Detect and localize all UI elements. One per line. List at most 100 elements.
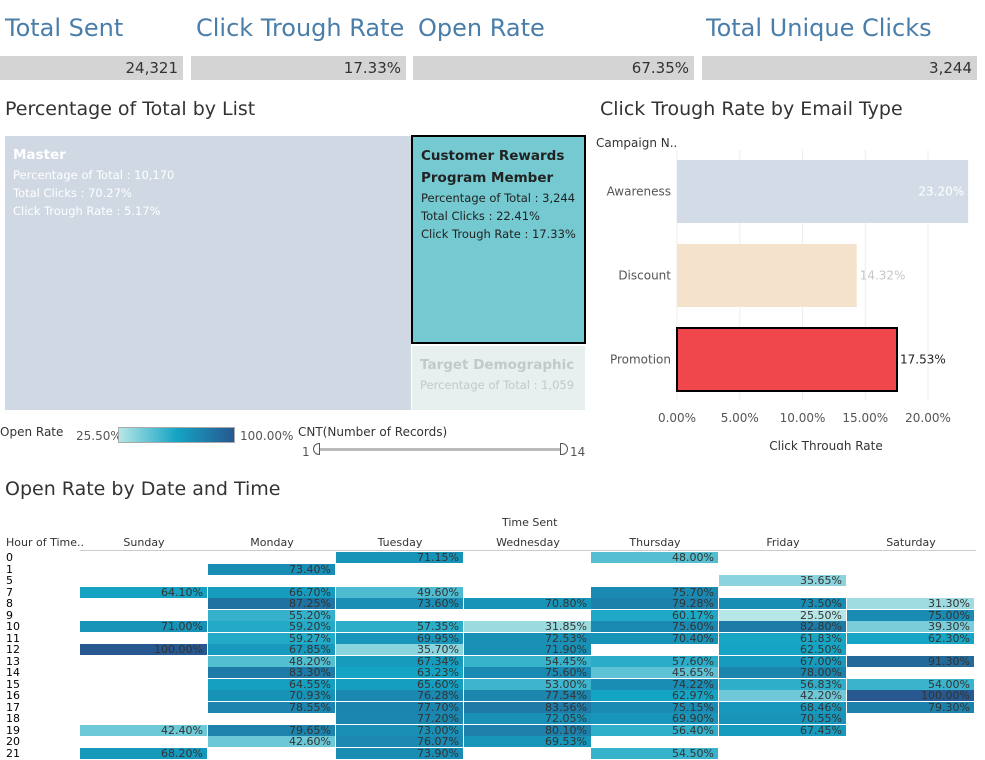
heatmap-cell[interactable]: 79.30% [847,701,974,713]
heatmap-cell[interactable]: 62.30% [847,632,974,644]
tile-line: Percentage of Total : 3,244 [421,191,576,205]
heatmap-cell[interactable]: 67.34% [336,655,463,667]
heatmap-cell[interactable]: 73.50% [719,598,846,609]
heatmap-cell[interactable]: 82.80% [719,621,846,632]
heatmap-cell[interactable]: 73.00% [336,724,463,736]
heatmap-cell[interactable]: 42.60% [208,736,335,747]
heatmap-cell[interactable]: 71.90% [464,644,591,655]
heatmap-cell[interactable]: 77.20% [336,713,463,724]
hour-label: 8 [6,597,13,610]
treemap-tile-master[interactable]: Master Percentage of Total : 10,170 Tota… [5,136,411,410]
heatmap-cell[interactable]: 75.00% [847,609,974,621]
heatmap-cell[interactable]: 59.20% [208,621,335,632]
heatmap-cell[interactable]: 72.05% [464,713,591,724]
heatmap-cell[interactable]: 100.00% [847,690,974,701]
heatmap-cell[interactable]: 54.45% [464,655,591,667]
heatmap-cell[interactable]: 61.83% [719,632,846,644]
hour-label: 19 [6,723,20,737]
heatmap-cell[interactable]: 79.65% [208,724,335,736]
heatmap-cell[interactable]: 57.60% [591,655,718,667]
heatmap-cell[interactable]: 53.00% [464,678,591,690]
heatmap-cell[interactable]: 49.60% [336,586,463,598]
heatmap-cell[interactable]: 87.25% [208,598,335,609]
heatmap-cell[interactable]: 39.30% [847,621,974,632]
heatmap-cell[interactable]: 65.60% [336,678,463,690]
hour-label: 21 [6,746,20,760]
heatmap-cell[interactable]: 68.46% [719,701,846,713]
heatmap-cell[interactable]: 73.90% [336,747,463,759]
heatmap-cell[interactable]: 75.15% [591,701,718,713]
heatmap-cell[interactable]: 68.20% [80,747,207,759]
heatmap-cell[interactable]: 75.70% [591,586,718,598]
heatmap-cell[interactable]: 31.30% [847,598,974,609]
heatmap-cell[interactable]: 77.54% [464,690,591,701]
heatmap-cell[interactable]: 91.30% [847,655,974,667]
heatmap-cell[interactable]: 80.10% [464,724,591,736]
heatmap-cell[interactable]: 56.40% [591,724,718,736]
heatmap-cell[interactable]: 70.80% [464,598,591,609]
heatmap-cell[interactable]: 100.00% [80,644,207,655]
category-label: Promotion [610,353,671,367]
heatmap-cell[interactable]: 70.93% [208,690,335,701]
heatmap-cell[interactable]: 77.70% [336,701,463,713]
hour-label: 0 [6,551,13,564]
day-header-thursday: Thursday [629,536,681,549]
heatmap-cell[interactable]: 60.17% [591,609,718,621]
cnt-legend-max: 14 [570,445,586,459]
heatmap-cell[interactable]: 83.30% [208,667,335,678]
hour-label: 9 [6,608,13,622]
treemap-tile-customer-rewards[interactable]: Customer Rewards Program Member Percenta… [411,135,586,344]
heatmap-cell[interactable]: 66.70% [208,586,335,598]
heatmap-cell[interactable]: 76.07% [336,736,463,747]
heatmap-cell[interactable]: 75.60% [464,667,591,678]
heatmap-cell[interactable]: 73.60% [336,598,463,609]
heatmap-cell[interactable]: 75.60% [591,621,718,632]
heatmap-cell[interactable]: 63.23% [336,667,463,678]
heatmap-cell[interactable]: 35.65% [719,575,846,586]
heatmap-cell[interactable]: 70.40% [591,632,718,644]
heatmap-cell[interactable]: 67.00% [719,655,846,667]
heatmap-cell[interactable]: 56.83% [719,678,846,690]
heatmap-cell[interactable]: 48.00% [591,552,718,563]
heatmap-cell[interactable]: 55.20% [208,609,335,621]
heatmap-cell[interactable]: 54.50% [591,747,718,759]
heatmap-cell[interactable]: 45.65% [591,667,718,678]
heatmap-cell[interactable]: 48.20% [208,655,335,667]
cnt-slider-max-handle[interactable] [560,443,568,455]
heatmap-cell[interactable]: 79.28% [591,598,718,609]
heatmap-cell[interactable]: 78.00% [719,667,846,678]
heatmap-cell[interactable]: 83.56% [464,701,591,713]
heatmap-cell[interactable]: 73.40% [208,563,335,575]
heatmap-cell[interactable]: 78.55% [208,701,335,713]
heatmap-cell[interactable]: 72.53% [464,632,591,644]
heatmap-cell[interactable]: 67.85% [208,644,335,655]
heatmap-cell[interactable]: 69.90% [591,713,718,724]
heatmap-cell[interactable]: 70.55% [719,713,846,724]
treemap-tile-target-demographic[interactable]: Target Demographic Percentage of Total :… [412,346,585,410]
heatmap-cell[interactable]: 54.00% [847,678,974,690]
cnt-slider-track[interactable] [318,448,566,451]
heatmap-cell[interactable]: 74.22% [591,678,718,690]
hour-label: 16 [6,689,20,702]
tile-line: Percentage of Total : 1,059 [420,378,575,392]
heatmap-cell[interactable]: 59.27% [208,632,335,644]
cnt-slider-min-handle[interactable] [313,443,320,455]
heatmap-cell[interactable]: 64.55% [208,678,335,690]
heatmap-cell[interactable]: 69.53% [464,736,591,747]
heatmap-cell[interactable]: 31.85% [464,621,591,632]
heatmap-cell[interactable]: 71.15% [336,552,463,563]
heatmap-cell[interactable]: 67.45% [719,724,846,736]
heatmap-cell[interactable]: 42.20% [719,690,846,701]
heatmap-cell[interactable]: 71.00% [80,621,207,632]
heatmap-cell[interactable]: 62.97% [591,690,718,701]
heatmap-cell[interactable]: 35.70% [336,644,463,655]
heatmap-cell[interactable]: 25.50% [719,609,846,621]
heatmap-cell[interactable]: 76.28% [336,690,463,701]
heatmap-cell[interactable]: 57.35% [336,621,463,632]
data-label: 17.53% [900,353,946,367]
x-tick-label: 20.00% [905,411,951,425]
heatmap-cell[interactable]: 42.40% [80,724,207,736]
heatmap-cell[interactable]: 64.10% [80,586,207,598]
heatmap-cell[interactable]: 62.50% [719,644,846,655]
heatmap-cell[interactable]: 69.95% [336,632,463,644]
